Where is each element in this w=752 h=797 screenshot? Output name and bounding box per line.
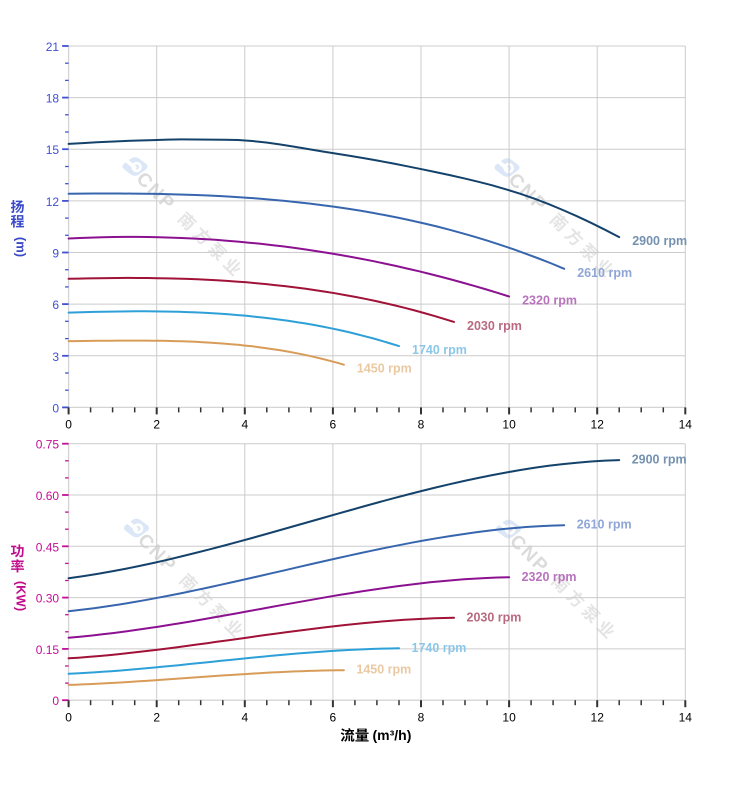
svg-text:9: 9	[52, 247, 59, 261]
svg-text:(KW): (KW)	[14, 581, 29, 611]
svg-text:1450 rpm: 1450 rpm	[357, 362, 412, 376]
svg-text:4: 4	[241, 418, 248, 432]
svg-text:2610 rpm: 2610 rpm	[577, 518, 632, 532]
svg-text:3: 3	[52, 350, 59, 364]
svg-text:1740 rpm: 1740 rpm	[412, 343, 467, 357]
svg-text:0: 0	[52, 401, 59, 415]
svg-text:2: 2	[153, 418, 160, 432]
svg-text:0: 0	[52, 694, 59, 708]
svg-text:0.45: 0.45	[36, 540, 60, 554]
svg-text:2900 rpm: 2900 rpm	[632, 453, 687, 467]
svg-text:1450 rpm: 1450 rpm	[356, 663, 411, 677]
svg-text:10: 10	[502, 418, 516, 432]
svg-text:2320 rpm: 2320 rpm	[522, 294, 577, 308]
svg-text:1740 rpm: 1740 rpm	[412, 641, 467, 655]
svg-text:2610 rpm: 2610 rpm	[577, 266, 632, 280]
svg-text:21: 21	[46, 40, 60, 54]
svg-text:6: 6	[330, 711, 337, 725]
svg-text:12: 12	[591, 711, 605, 725]
svg-text:0.15: 0.15	[36, 643, 60, 657]
svg-text:8: 8	[418, 418, 425, 432]
svg-text:14: 14	[679, 418, 693, 432]
svg-text:2320 rpm: 2320 rpm	[522, 570, 577, 584]
svg-text:0.75: 0.75	[36, 438, 60, 452]
svg-text:0: 0	[65, 418, 72, 432]
svg-text:14: 14	[679, 711, 693, 725]
svg-text:0: 0	[65, 711, 72, 725]
svg-text:(m³/h): (m³/h)	[373, 727, 412, 743]
svg-text:2900 rpm: 2900 rpm	[632, 234, 687, 248]
svg-text:6: 6	[52, 298, 59, 312]
svg-text:12: 12	[46, 195, 60, 209]
svg-text:6: 6	[330, 418, 337, 432]
svg-text:2030 rpm: 2030 rpm	[467, 319, 522, 333]
svg-text:2030 rpm: 2030 rpm	[467, 610, 522, 624]
svg-text:2: 2	[153, 711, 160, 725]
svg-text:18: 18	[46, 92, 60, 106]
svg-text:0.60: 0.60	[36, 489, 60, 503]
svg-text:8: 8	[418, 711, 425, 725]
svg-text:4: 4	[241, 711, 248, 725]
svg-text:15: 15	[46, 143, 60, 157]
svg-text:0.30: 0.30	[36, 592, 60, 606]
svg-text:12: 12	[591, 418, 605, 432]
svg-text:10: 10	[502, 711, 516, 725]
svg-text:(m): (m)	[14, 237, 29, 257]
